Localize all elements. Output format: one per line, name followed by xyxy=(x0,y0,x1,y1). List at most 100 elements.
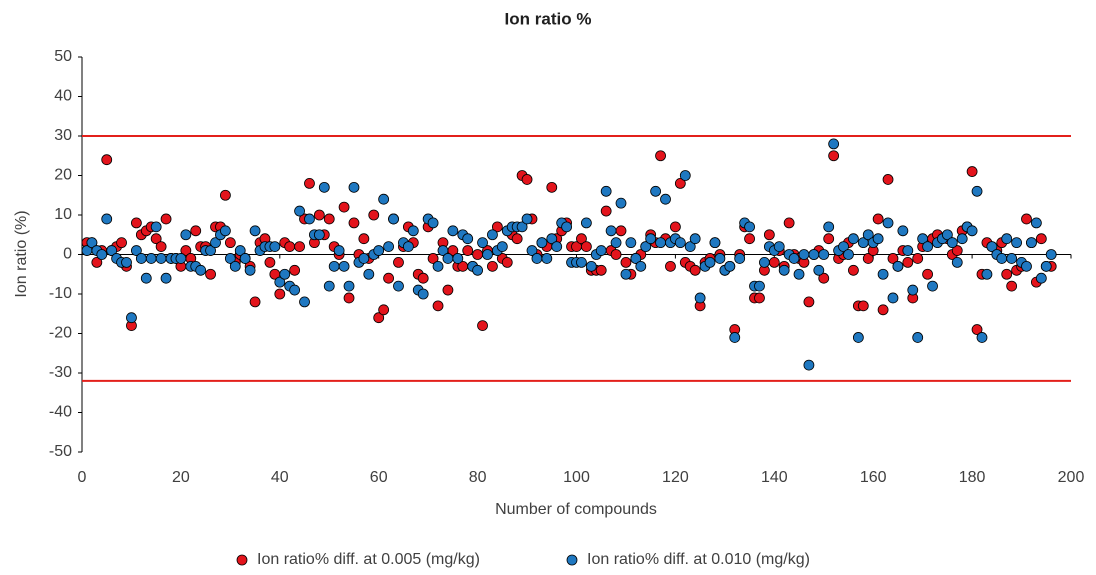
point xyxy=(511,233,523,245)
point xyxy=(808,249,820,260)
point xyxy=(536,237,548,249)
point xyxy=(175,253,187,264)
point xyxy=(220,189,231,201)
point xyxy=(818,272,830,284)
point xyxy=(580,241,592,253)
point xyxy=(472,264,484,276)
point xyxy=(610,249,622,260)
point xyxy=(838,241,849,253)
point xyxy=(679,170,691,181)
y-tick-label: -50 xyxy=(49,443,72,460)
point xyxy=(383,241,394,253)
point xyxy=(229,260,241,272)
x-axis-label: Number of compounds xyxy=(495,501,657,518)
point xyxy=(763,229,775,241)
point xyxy=(951,245,963,256)
point xyxy=(600,205,612,217)
point xyxy=(140,272,152,284)
point xyxy=(793,268,805,280)
point xyxy=(150,221,162,233)
point xyxy=(828,150,840,162)
point xyxy=(304,177,315,189)
x-tick-label: 180 xyxy=(959,469,986,486)
point xyxy=(655,150,666,162)
point xyxy=(595,245,607,256)
point xyxy=(1001,233,1013,245)
point xyxy=(526,245,538,256)
point xyxy=(491,221,503,233)
point xyxy=(823,221,835,233)
point xyxy=(670,221,681,233)
point xyxy=(823,233,835,245)
point xyxy=(1030,217,1042,229)
y-tick-label: 20 xyxy=(54,167,72,184)
point xyxy=(877,268,889,280)
point xyxy=(729,332,741,343)
point xyxy=(393,256,404,268)
point xyxy=(1026,237,1037,249)
point xyxy=(343,280,355,292)
point xyxy=(328,260,340,272)
point xyxy=(1040,260,1052,272)
point xyxy=(279,268,291,280)
x-tick-label: 100 xyxy=(563,469,590,486)
point xyxy=(704,256,716,268)
point xyxy=(773,241,785,253)
point xyxy=(368,209,380,221)
point xyxy=(907,284,919,296)
point xyxy=(130,245,142,256)
point xyxy=(887,292,899,304)
x-tick-label: 40 xyxy=(271,469,289,486)
point xyxy=(754,292,765,304)
point xyxy=(971,324,983,335)
legend-marker xyxy=(566,554,578,566)
y-tick-label: -10 xyxy=(49,285,72,302)
point xyxy=(348,217,360,229)
point xyxy=(358,233,370,245)
point xyxy=(971,185,983,197)
point xyxy=(828,138,840,150)
point xyxy=(1045,249,1057,260)
point xyxy=(249,296,261,308)
point xyxy=(813,264,825,276)
point xyxy=(674,177,686,189)
point xyxy=(496,241,508,253)
point xyxy=(615,197,627,209)
point xyxy=(576,256,587,268)
point xyxy=(620,268,632,280)
point xyxy=(922,268,933,280)
point xyxy=(660,193,671,205)
point xyxy=(625,237,637,249)
point xyxy=(778,264,790,276)
point xyxy=(595,264,607,276)
point xyxy=(927,280,938,292)
point xyxy=(951,256,963,268)
point xyxy=(541,253,553,264)
point xyxy=(917,233,929,245)
point xyxy=(121,256,132,268)
point xyxy=(546,181,558,193)
point xyxy=(402,241,414,253)
point xyxy=(546,233,558,245)
x-tick-label: 120 xyxy=(662,469,689,486)
point xyxy=(531,253,543,264)
point xyxy=(160,272,172,284)
chart-title: Ion ratio % xyxy=(505,9,592,28)
point xyxy=(650,185,662,197)
point xyxy=(264,256,276,268)
point xyxy=(640,241,652,253)
point xyxy=(289,284,301,296)
point xyxy=(986,241,998,253)
point xyxy=(645,233,657,245)
point xyxy=(665,260,676,272)
point xyxy=(966,166,978,177)
point xyxy=(600,185,612,197)
point xyxy=(313,229,325,241)
legend-label: Ion ratio% diff. at 0.010 (mg/kg) xyxy=(587,551,810,568)
point xyxy=(205,245,216,256)
point xyxy=(284,241,296,253)
point xyxy=(249,225,261,237)
point xyxy=(373,312,385,324)
point xyxy=(714,253,726,264)
